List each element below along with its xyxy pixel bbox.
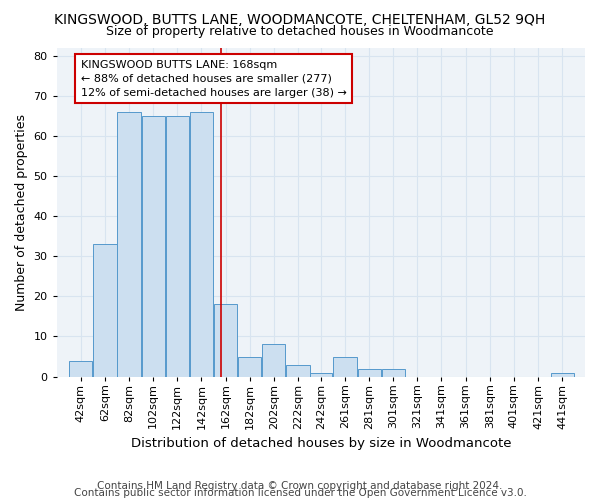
Y-axis label: Number of detached properties: Number of detached properties (15, 114, 28, 310)
Bar (262, 344, 286, 376)
Bar (382, 368, 405, 376)
Text: Size of property relative to detached houses in Woodmancote: Size of property relative to detached ho… (106, 25, 494, 38)
Text: Contains HM Land Registry data © Crown copyright and database right 2024.: Contains HM Land Registry data © Crown c… (97, 481, 503, 491)
Bar (334, 356, 356, 376)
Bar (551, 372, 574, 376)
Bar (238, 356, 261, 376)
Bar (142, 116, 165, 376)
X-axis label: Distribution of detached houses by size in Woodmancote: Distribution of detached houses by size … (131, 437, 511, 450)
Bar (94, 244, 116, 376)
Bar (286, 364, 310, 376)
Text: Contains public sector information licensed under the Open Government Licence v3: Contains public sector information licen… (74, 488, 526, 498)
Bar (118, 112, 140, 376)
Bar (69, 360, 92, 376)
Bar (358, 368, 380, 376)
Bar (214, 304, 237, 376)
Bar (190, 112, 213, 376)
Bar (310, 372, 332, 376)
Text: KINGSWOOD, BUTTS LANE, WOODMANCOTE, CHELTENHAM, GL52 9QH: KINGSWOOD, BUTTS LANE, WOODMANCOTE, CHEL… (55, 12, 545, 26)
Text: KINGSWOOD BUTTS LANE: 168sqm
← 88% of detached houses are smaller (277)
12% of s: KINGSWOOD BUTTS LANE: 168sqm ← 88% of de… (81, 60, 347, 98)
Bar (166, 116, 189, 376)
